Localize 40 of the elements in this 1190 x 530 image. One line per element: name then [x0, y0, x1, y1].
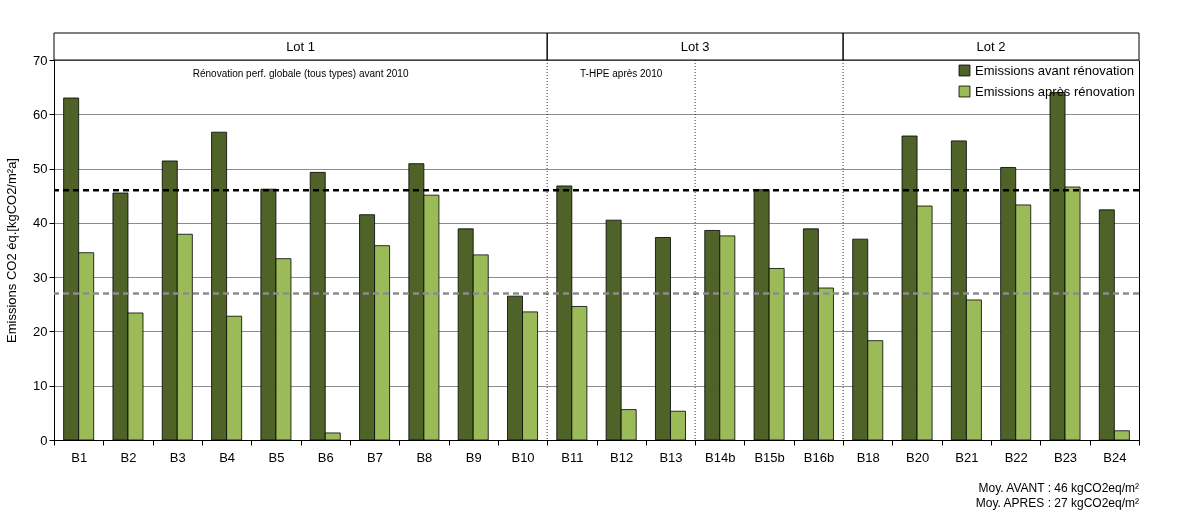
- x-tick-label: B24: [1103, 449, 1127, 465]
- annotation: T-HPE après 2010: [580, 68, 663, 79]
- text: Moy. APRES : 27 kgCO2eq/m²: [975, 496, 1139, 510]
- x-tick-label: B1: [71, 449, 88, 465]
- text: Lot 3: [680, 39, 710, 54]
- x-tick-label: B2: [120, 449, 137, 465]
- x-tick-label: B12: [610, 449, 634, 465]
- text: Moy. AVANT : 46 kgCO2eq/m²: [978, 481, 1139, 495]
- x-tick-label: B21: [955, 449, 979, 465]
- x-tick-label: B4: [219, 449, 236, 465]
- legend-label: Emissions avant rénovation: [975, 62, 1134, 78]
- y-tick-label: 10: [33, 378, 48, 394]
- text: Lot 1: [286, 39, 316, 54]
- x-tick-label: B20: [906, 449, 930, 465]
- y-tick-label: 60: [33, 106, 48, 122]
- x-tick-label: B23: [1053, 449, 1078, 465]
- y-tick-label: 0: [40, 432, 48, 448]
- y-axis-title: Emissions CO2 éq.[kgCO2/m²a]: [4, 158, 20, 343]
- x-tick-label: B3: [169, 449, 186, 465]
- x-tick-label: B9: [465, 449, 482, 465]
- x-tick-label: B11: [561, 449, 584, 465]
- y-tick-label: 50: [33, 161, 48, 177]
- text: Lot 2: [976, 39, 1006, 54]
- x-tick-label: B6: [317, 449, 334, 465]
- annotation: Rénovation perf. globale (tous types) avant 2010: [192, 68, 409, 79]
- x-tick-label: B14b: [705, 449, 736, 465]
- x-tick-label: B15b: [754, 449, 785, 465]
- legend-label: Emissions après rénovation: [975, 83, 1135, 99]
- x-tick-label: B22: [1004, 449, 1028, 465]
- y-tick-label: 40: [33, 215, 48, 231]
- x-tick-label: B13: [659, 449, 683, 465]
- y-tick-label: 30: [33, 269, 48, 285]
- x-tick-label: B16b: [803, 449, 835, 465]
- x-tick-label: B18: [856, 449, 880, 465]
- x-tick-label: B7: [367, 449, 384, 465]
- x-tick-label: B10: [511, 449, 535, 465]
- x-tick-label: B8: [416, 449, 433, 465]
- y-tick-label: 70: [33, 52, 48, 68]
- x-tick-label: B5: [268, 449, 285, 465]
- y-tick-label: 20: [33, 323, 48, 339]
